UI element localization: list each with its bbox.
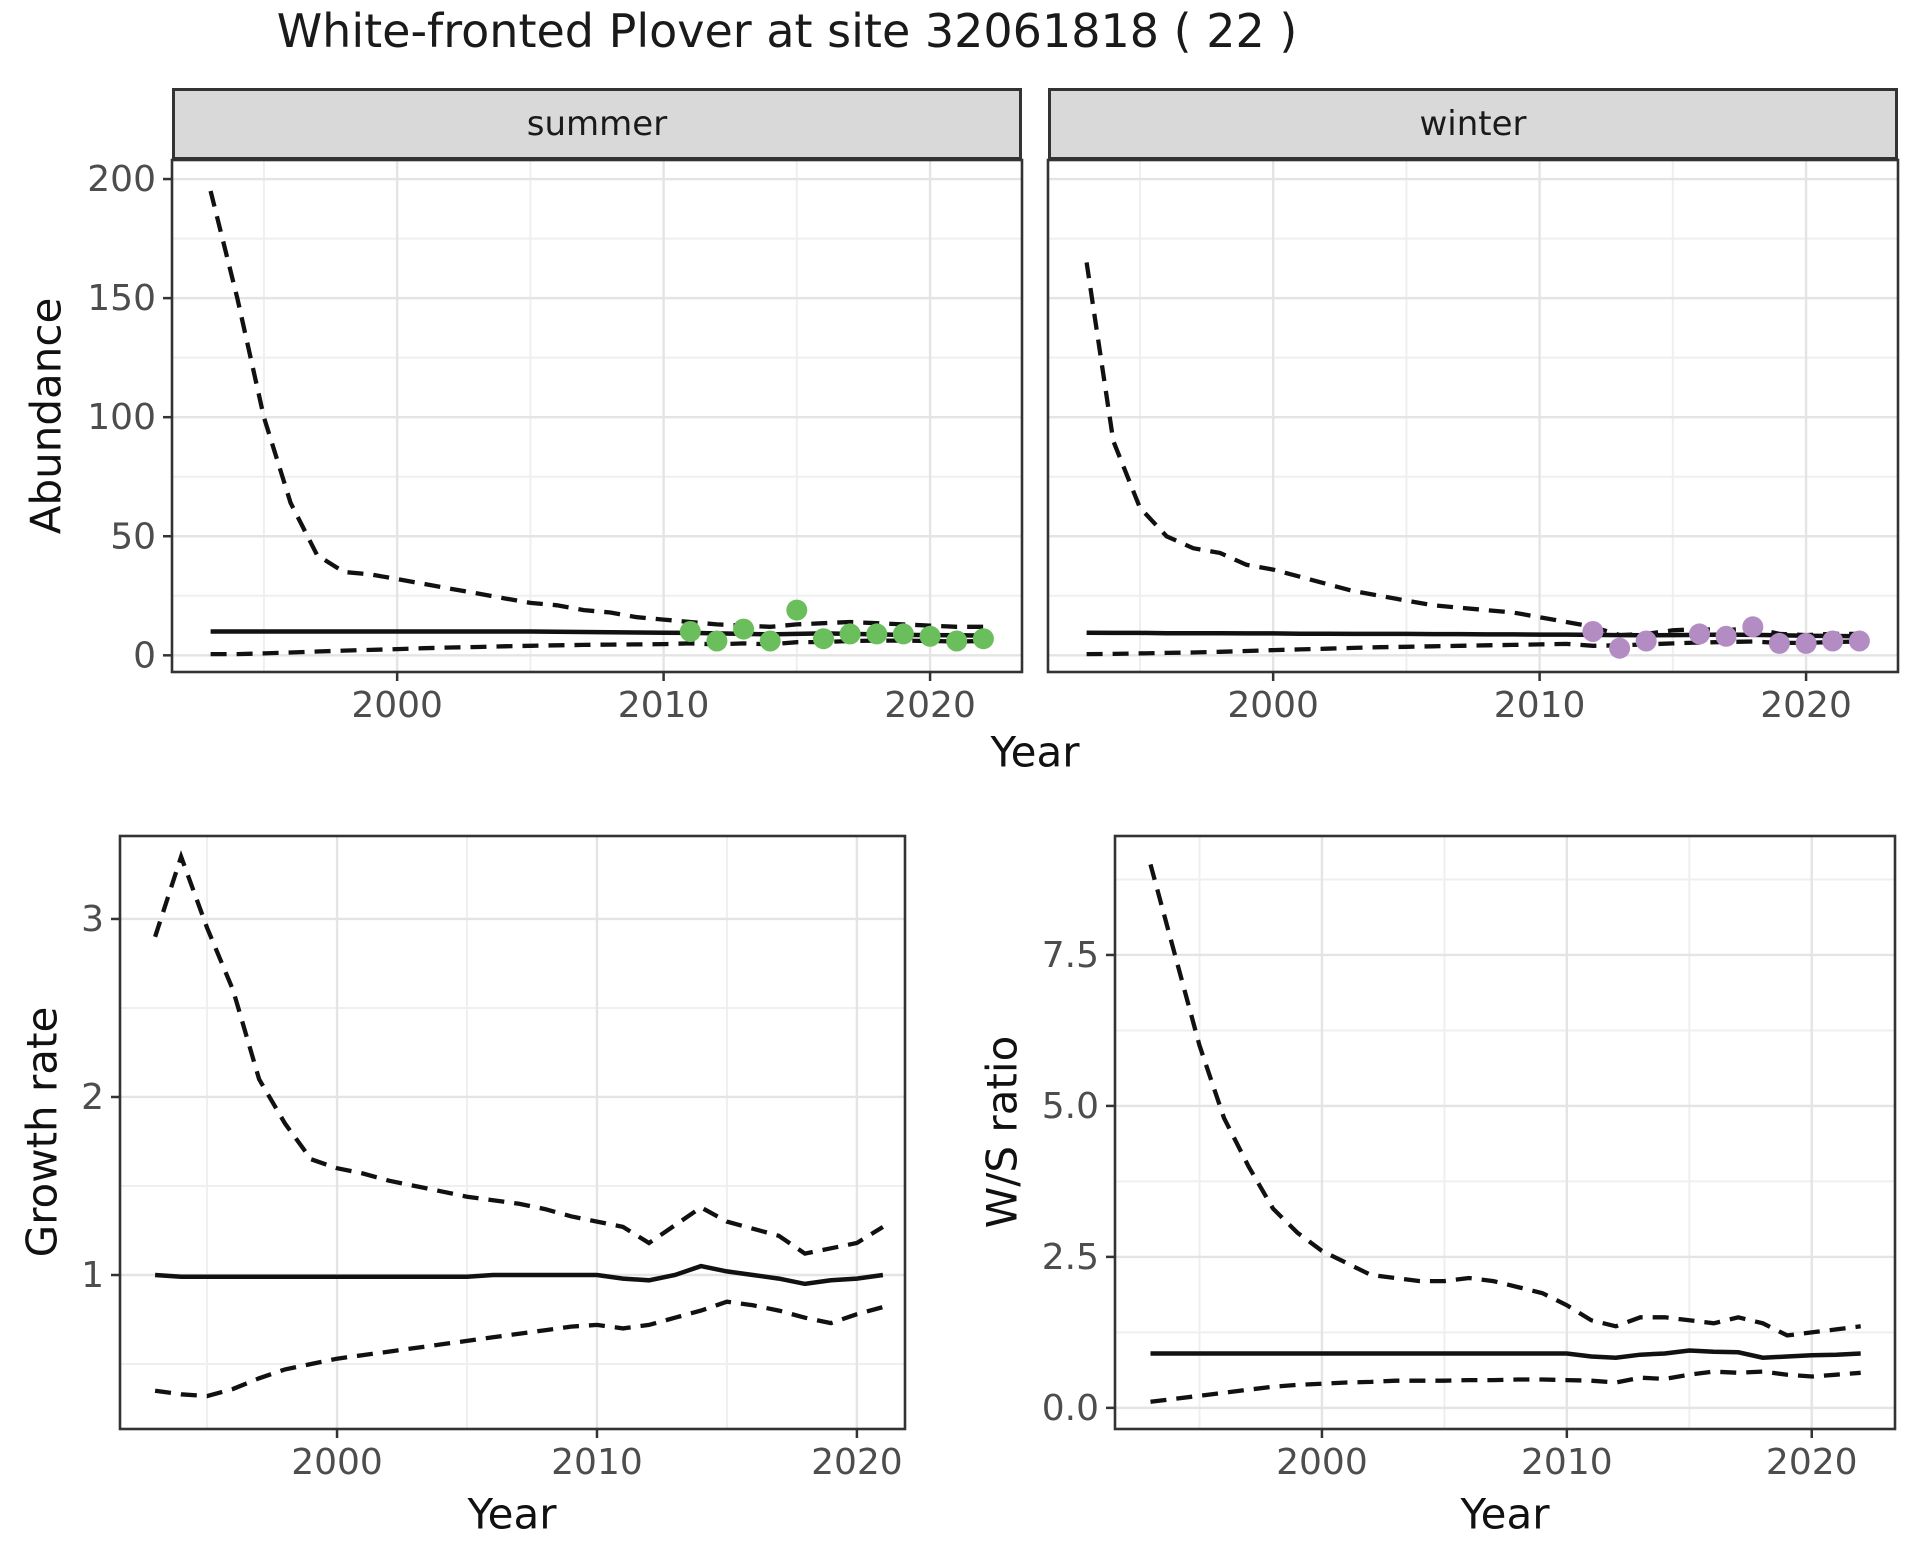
median-line	[1150, 1348, 1861, 1360]
x-axis-title-top: Year	[990, 727, 1080, 777]
data-point	[679, 621, 701, 642]
y-tick-label: 150	[87, 278, 156, 319]
data-point	[839, 623, 861, 645]
x-tick-label: 2000	[351, 685, 443, 726]
y-tick-label: 7.5	[1042, 935, 1099, 976]
data-point	[786, 599, 808, 621]
x-tick-label: 2020	[1766, 1442, 1858, 1483]
ci-lower-line	[154, 1299, 884, 1399]
x-tick-label: 2010	[618, 685, 710, 726]
x-tick-label: 2010	[1494, 685, 1586, 726]
x-tick-label: 2010	[1521, 1442, 1613, 1483]
series-abundance_summer	[208, 190, 994, 657]
panel-growth_rate: 2000 2010 2020 1 2 3	[81, 834, 907, 1483]
ci-upper-line	[153, 850, 885, 1256]
y-tick-label: 1	[81, 1255, 104, 1296]
data-point	[733, 618, 755, 640]
y-tick-label: 50	[110, 516, 156, 557]
y-tick-label: 5.0	[1042, 1086, 1099, 1127]
data-point	[759, 630, 781, 652]
data-point	[892, 623, 914, 645]
x-tick-label: 2010	[551, 1442, 643, 1483]
y-tick-label: 0	[133, 635, 156, 676]
data-point	[706, 630, 728, 652]
ci-upper-line	[1148, 863, 1861, 1338]
x-axis-title-ws-ratio: Year	[1460, 1489, 1550, 1539]
facet-strip-winter-label: winter	[1419, 104, 1527, 144]
data-point	[946, 630, 968, 652]
y-tick-label: 100	[87, 397, 156, 438]
y-axis-title-abundance: Abundance	[21, 297, 71, 535]
facet-strip-summer: summer	[172, 88, 1022, 160]
x-tick-label: 2000	[291, 1442, 383, 1483]
x-tick-label: 2020	[811, 1442, 903, 1483]
y-axis-title-ws-ratio: W/S ratio	[977, 1035, 1027, 1229]
data-point	[919, 625, 941, 647]
y-tick-label: 2.5	[1042, 1237, 1099, 1278]
data-point	[1689, 623, 1710, 645]
series-abundance_winter	[1084, 262, 1870, 659]
data-point	[1822, 630, 1844, 652]
data-point	[972, 628, 994, 650]
data-point	[866, 623, 888, 645]
series-growth_rate	[153, 850, 885, 1399]
data-point	[1609, 637, 1631, 659]
series-ws_ratio	[1148, 863, 1861, 1404]
panel-abundance_winter: 2000 2010 2020	[1046, 158, 1900, 726]
data-point	[1715, 625, 1737, 647]
x-tick-label: 2000	[1276, 1442, 1368, 1483]
facet-strip-winter: winter	[1048, 88, 1898, 160]
median-line	[154, 1263, 884, 1287]
panel-abundance_summer: 2000 2010 2020 0 50 100 150 200	[87, 158, 1024, 726]
figure-title: White-fronted Plover at site 32061818 ( …	[276, 4, 1298, 58]
data-point	[1848, 630, 1870, 652]
data-point	[1768, 632, 1790, 654]
y-tick-label: 3	[81, 899, 104, 940]
data-point	[1795, 632, 1817, 654]
y-axis-title-growth-rate: Growth rate	[17, 1006, 67, 1258]
y-tick-label: 0.0	[1042, 1388, 1099, 1429]
x-axis-title-growth-rate: Year	[467, 1489, 557, 1539]
data-point	[1635, 630, 1657, 652]
ci-lower-line	[1150, 1369, 1861, 1404]
data-point	[813, 628, 834, 650]
x-tick-label: 2000	[1227, 685, 1319, 726]
data-point	[1742, 616, 1764, 638]
data-point	[1582, 621, 1604, 642]
y-tick-label: 200	[87, 159, 156, 200]
facet-strip-summer-label: summer	[526, 104, 668, 144]
x-tick-label: 2020	[884, 685, 976, 726]
x-tick-label: 2020	[1760, 685, 1852, 726]
panel-ws_ratio: 2000 2010 2020 0.0 2.5 5.0 7.5	[1042, 834, 1897, 1483]
y-tick-label: 2	[81, 1077, 104, 1118]
